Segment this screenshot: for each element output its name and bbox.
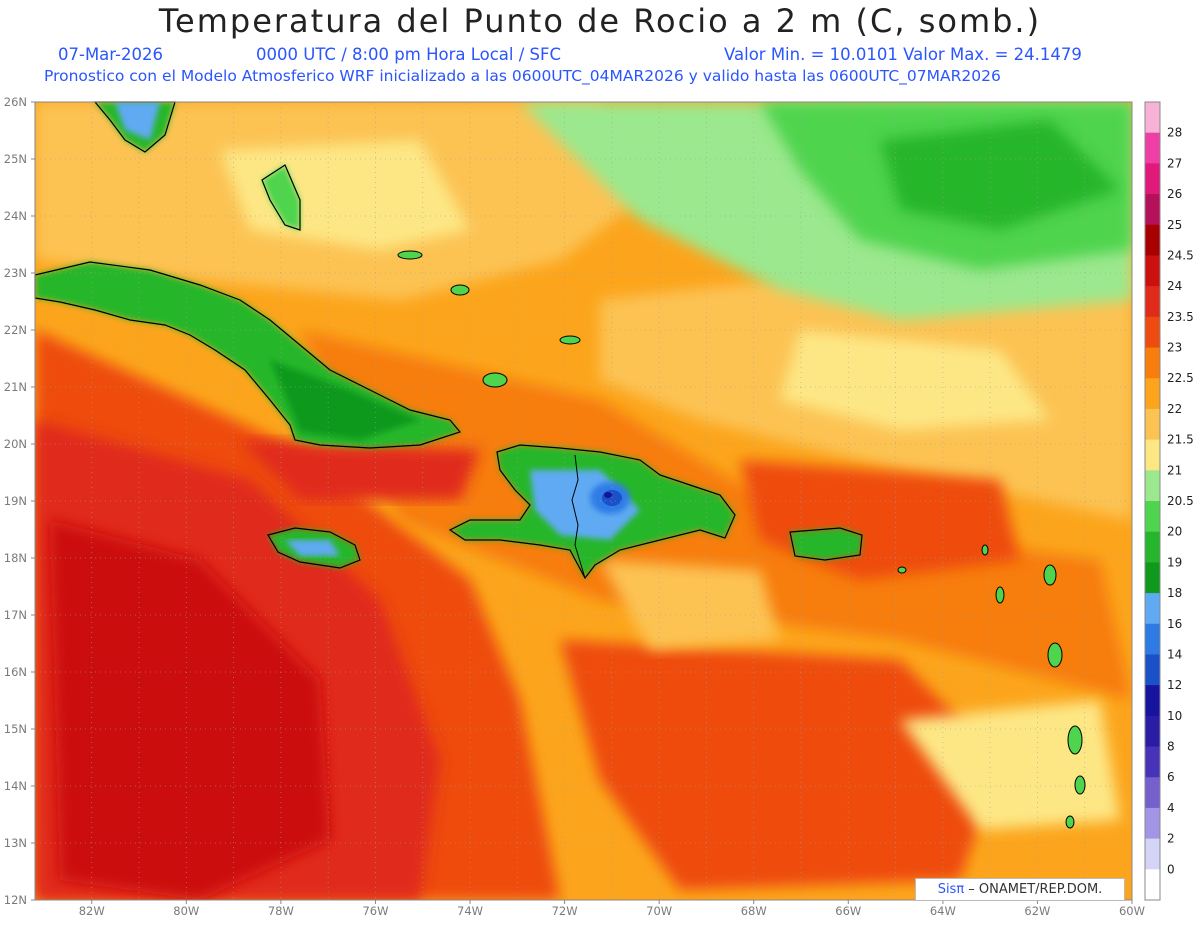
- lat-label: 18N: [4, 551, 27, 565]
- colorbar-label: 25: [1167, 218, 1182, 232]
- colorbar-label: 22: [1167, 402, 1182, 416]
- lat-label: 26N: [4, 95, 27, 109]
- model-description: Pronostico con el Modelo Atmosferico WRF…: [44, 67, 1001, 85]
- colorbar-label: 6: [1167, 770, 1175, 784]
- colorbar-swatch: [1145, 132, 1160, 164]
- lat-label: 15N: [4, 722, 27, 736]
- colorbar-label: 4: [1167, 801, 1175, 815]
- colorbar-swatch: [1145, 439, 1160, 471]
- colorbar-swatch: [1145, 623, 1160, 655]
- sispi-logo: Sisπ: [937, 882, 965, 897]
- colorbar-swatch: [1145, 286, 1160, 318]
- lon-label: 76W: [362, 904, 388, 918]
- colorbar-swatch: [1145, 654, 1160, 686]
- colorbar-swatch: [1145, 470, 1160, 502]
- colorbar-label: 14: [1167, 647, 1182, 661]
- colorbar-label: 2: [1167, 832, 1175, 846]
- colorbar-label: 12: [1167, 678, 1182, 692]
- min-max-values: Valor Min. = 10.0101 Valor Max. = 24.147…: [724, 45, 1082, 64]
- colorbar-label: 16: [1167, 617, 1182, 631]
- coastlines: [34, 101, 1086, 829]
- lat-label: 25N: [4, 152, 27, 166]
- lon-label: 78W: [268, 904, 294, 918]
- colorbar-label: 21: [1167, 463, 1182, 477]
- colorbar-swatch: [1145, 869, 1160, 901]
- lon-label: 82W: [79, 904, 105, 918]
- colorbar-swatch: [1145, 807, 1160, 840]
- colorbar-swatch: [1145, 593, 1160, 625]
- lat-label: 12N: [4, 893, 27, 907]
- credit-text: – ONAMET/REP.DOM.: [964, 882, 1103, 897]
- lon-label: 80W: [173, 904, 199, 918]
- colorbar-label: 22.5: [1167, 371, 1194, 385]
- colorbar-swatch: [1145, 224, 1160, 256]
- lon-label: 66W: [835, 904, 861, 918]
- lat-label: 24N: [4, 209, 27, 223]
- valid-time: 0000 UTC / 8:00 pm Hora Local / SFC: [256, 45, 562, 64]
- colorbar-swatch: [1145, 746, 1160, 778]
- colorbar-label: 21.5: [1167, 433, 1194, 447]
- colorbar-swatch: [1145, 316, 1160, 349]
- colorbar-label: 20.5: [1167, 494, 1194, 508]
- credit-box: Sisπ – ONAMET/REP.DOM.: [915, 878, 1125, 901]
- lon-label: 62W: [1024, 904, 1050, 918]
- lat-label: 14N: [4, 779, 27, 793]
- map-title: Temperatura del Punto de Rocio a 2 m (C,…: [158, 2, 1042, 40]
- colorbar-swatch: [1145, 194, 1160, 226]
- colorbar-label: 28: [1167, 126, 1182, 140]
- lat-label: 23N: [4, 266, 27, 280]
- colorbar-label: 26: [1167, 187, 1182, 201]
- colorbar-label: 10: [1167, 709, 1182, 723]
- colorbar-swatch: [1145, 408, 1160, 441]
- colorbar-swatch: [1145, 838, 1160, 870]
- colorbar-swatch: [1145, 562, 1160, 594]
- colorbar-label: 24: [1167, 279, 1182, 293]
- colorbar-swatch: [1145, 777, 1160, 809]
- colorbar-swatch: [1145, 163, 1160, 195]
- colorbar-label: 19: [1167, 555, 1182, 569]
- lon-label: 68W: [741, 904, 767, 918]
- lat-label: 22N: [4, 323, 27, 337]
- lon-label: 64W: [930, 904, 956, 918]
- colorbar-label: 20: [1167, 525, 1182, 539]
- lon-label: 70W: [646, 904, 672, 918]
- lon-label: 74W: [457, 904, 483, 918]
- lat-label: 16N: [4, 665, 27, 679]
- lat-label: 21N: [4, 380, 27, 394]
- colorbar-label: 0: [1167, 862, 1175, 876]
- lon-label: 72W: [552, 904, 578, 918]
- lon-label: 60W: [1119, 904, 1145, 918]
- colorbar-swatch: [1145, 501, 1160, 533]
- colorbar-swatch: [1145, 347, 1160, 379]
- colorbar-swatch: [1145, 102, 1160, 134]
- colorbar-label: 18: [1167, 586, 1182, 600]
- colorbar-swatch: [1145, 715, 1160, 748]
- colorbar-label: 24.5: [1167, 248, 1194, 262]
- colorbar-swatch: [1145, 255, 1160, 287]
- colorbar-label: 8: [1167, 740, 1175, 754]
- dew-point-field: [35, 102, 1132, 900]
- colorbar-swatch: [1145, 685, 1160, 717]
- colorbar-label: 23.5: [1167, 310, 1194, 324]
- lat-label: 17N: [4, 608, 27, 622]
- latitude-labels: 26N 25N 24N 23N 22N 21N 20N 19N 18N 17N 16N 15N 14N 1…: [4, 95, 35, 907]
- lat-label: 20N: [4, 437, 27, 451]
- valid-date: 07-Mar-2026: [58, 45, 163, 64]
- colorbar: 2827262524.52423.52322.52221.52120.52019…: [1144, 101, 1194, 901]
- longitude-labels: 82W 80W 78W 76W 74W 72W 70W 68W 66W 64W 62W 60W: [79, 900, 1145, 918]
- colorbar-label: 27: [1167, 156, 1182, 170]
- lat-label: 19N: [4, 494, 27, 508]
- colorbar-label: 23: [1167, 341, 1182, 355]
- colorbar-swatch: [1145, 378, 1160, 410]
- colorbar-swatch: [1145, 531, 1160, 563]
- lat-label: 13N: [4, 836, 27, 850]
